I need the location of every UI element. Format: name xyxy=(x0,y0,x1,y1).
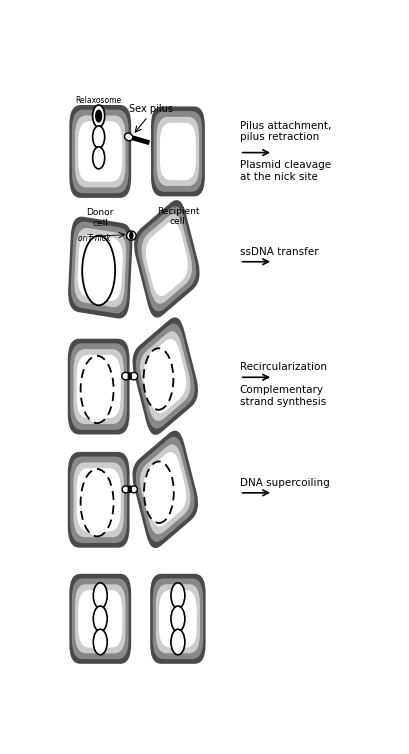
FancyBboxPatch shape xyxy=(68,452,130,547)
FancyBboxPatch shape xyxy=(133,317,198,435)
Ellipse shape xyxy=(122,372,129,380)
FancyBboxPatch shape xyxy=(153,578,203,659)
FancyBboxPatch shape xyxy=(160,123,196,180)
Ellipse shape xyxy=(144,348,173,410)
FancyBboxPatch shape xyxy=(136,437,195,542)
FancyBboxPatch shape xyxy=(159,590,197,648)
Text: Sex pilus: Sex pilus xyxy=(129,104,173,114)
FancyBboxPatch shape xyxy=(157,117,199,186)
Ellipse shape xyxy=(81,356,114,423)
FancyBboxPatch shape xyxy=(70,105,131,198)
FancyBboxPatch shape xyxy=(70,343,127,430)
Ellipse shape xyxy=(122,486,129,493)
FancyBboxPatch shape xyxy=(76,468,121,532)
FancyBboxPatch shape xyxy=(72,109,128,193)
Circle shape xyxy=(128,372,132,380)
FancyBboxPatch shape xyxy=(136,323,195,429)
Ellipse shape xyxy=(124,133,133,141)
FancyBboxPatch shape xyxy=(78,121,122,182)
Text: ssDNA transfer: ssDNA transfer xyxy=(240,247,318,257)
FancyBboxPatch shape xyxy=(142,214,192,304)
Circle shape xyxy=(129,231,134,240)
FancyBboxPatch shape xyxy=(144,452,187,526)
Text: DNA supercoiling: DNA supercoiling xyxy=(240,478,330,489)
Circle shape xyxy=(95,109,102,123)
FancyBboxPatch shape xyxy=(74,228,126,307)
FancyBboxPatch shape xyxy=(76,355,121,418)
FancyBboxPatch shape xyxy=(151,106,205,197)
Text: Relaxosome: Relaxosome xyxy=(76,96,122,105)
Text: Recircularization: Recircularization xyxy=(240,362,327,372)
FancyBboxPatch shape xyxy=(75,584,126,654)
Ellipse shape xyxy=(130,486,137,493)
Circle shape xyxy=(171,606,185,632)
FancyBboxPatch shape xyxy=(72,578,128,659)
Circle shape xyxy=(93,105,105,127)
Text: Donor
cell: Donor cell xyxy=(87,208,114,228)
FancyBboxPatch shape xyxy=(78,590,122,648)
FancyBboxPatch shape xyxy=(146,222,188,296)
Ellipse shape xyxy=(126,231,136,241)
FancyBboxPatch shape xyxy=(156,584,200,654)
FancyBboxPatch shape xyxy=(133,431,198,548)
Ellipse shape xyxy=(130,372,138,380)
Text: Complementary
strand synthesis: Complementary strand synthesis xyxy=(240,385,326,407)
FancyBboxPatch shape xyxy=(78,234,123,301)
Ellipse shape xyxy=(144,461,174,523)
Text: Plasmid cleavage
at the nick site: Plasmid cleavage at the nick site xyxy=(240,160,331,182)
Circle shape xyxy=(171,583,185,608)
FancyBboxPatch shape xyxy=(68,216,133,318)
Circle shape xyxy=(93,630,107,654)
Circle shape xyxy=(93,606,107,632)
FancyBboxPatch shape xyxy=(137,206,196,311)
Ellipse shape xyxy=(81,469,114,536)
FancyBboxPatch shape xyxy=(70,574,131,664)
FancyBboxPatch shape xyxy=(153,111,202,192)
FancyBboxPatch shape xyxy=(70,456,127,543)
FancyBboxPatch shape xyxy=(75,115,126,188)
FancyBboxPatch shape xyxy=(140,331,191,421)
FancyBboxPatch shape xyxy=(68,339,130,434)
FancyBboxPatch shape xyxy=(74,462,124,538)
Circle shape xyxy=(93,147,105,169)
Text: Recipient
cell: Recipient cell xyxy=(157,207,199,226)
Ellipse shape xyxy=(82,235,115,305)
FancyBboxPatch shape xyxy=(71,222,130,314)
FancyBboxPatch shape xyxy=(150,574,206,664)
Circle shape xyxy=(128,486,132,493)
Circle shape xyxy=(93,583,107,608)
Text: Pilus attachment,
pilus retraction: Pilus attachment, pilus retraction xyxy=(240,121,331,143)
FancyBboxPatch shape xyxy=(74,349,124,424)
FancyBboxPatch shape xyxy=(140,444,191,535)
Circle shape xyxy=(93,126,105,148)
FancyBboxPatch shape xyxy=(144,339,187,413)
FancyBboxPatch shape xyxy=(134,200,200,317)
Text: oriT nick: oriT nick xyxy=(78,234,110,243)
Circle shape xyxy=(171,630,185,654)
